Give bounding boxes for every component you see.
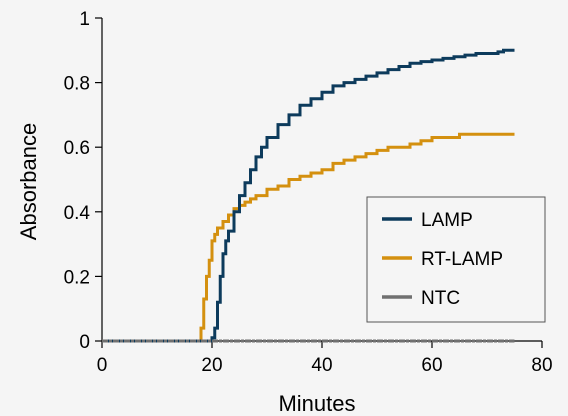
y-tick-label: 0.4 bbox=[64, 203, 91, 224]
y-tick-label: 0.8 bbox=[64, 74, 90, 95]
legend: LAMP RT-LAMP NTC bbox=[366, 196, 546, 323]
y-tick-label: 0.6 bbox=[64, 138, 90, 159]
series-layer bbox=[102, 48, 515, 343]
y-tick-label: 0 bbox=[79, 332, 90, 353]
series-line-rt-lamp bbox=[102, 132, 515, 343]
x-tick-label: 80 bbox=[531, 355, 552, 376]
x-tick-label: 60 bbox=[421, 355, 442, 376]
y-axis-title: Absorbance bbox=[16, 123, 41, 240]
legend-label-ntc: NTC bbox=[421, 288, 460, 309]
y-tick-label: 0.2 bbox=[64, 267, 90, 288]
legend-label-rt-lamp: RT-LAMP bbox=[421, 249, 503, 270]
legend-label-lamp: LAMP bbox=[421, 210, 473, 231]
x-tick-label: 0 bbox=[97, 355, 108, 376]
x-tick-label: 40 bbox=[311, 355, 332, 376]
ticks: 0 0.2 0.4 0.6 0.8 1 0 20 40 60 80 bbox=[64, 9, 553, 376]
x-axis-title: Minutes bbox=[278, 391, 355, 416]
series-line-lamp bbox=[102, 48, 515, 343]
y-tick-label: 1 bbox=[79, 9, 90, 30]
x-tick-label: 20 bbox=[201, 355, 222, 376]
